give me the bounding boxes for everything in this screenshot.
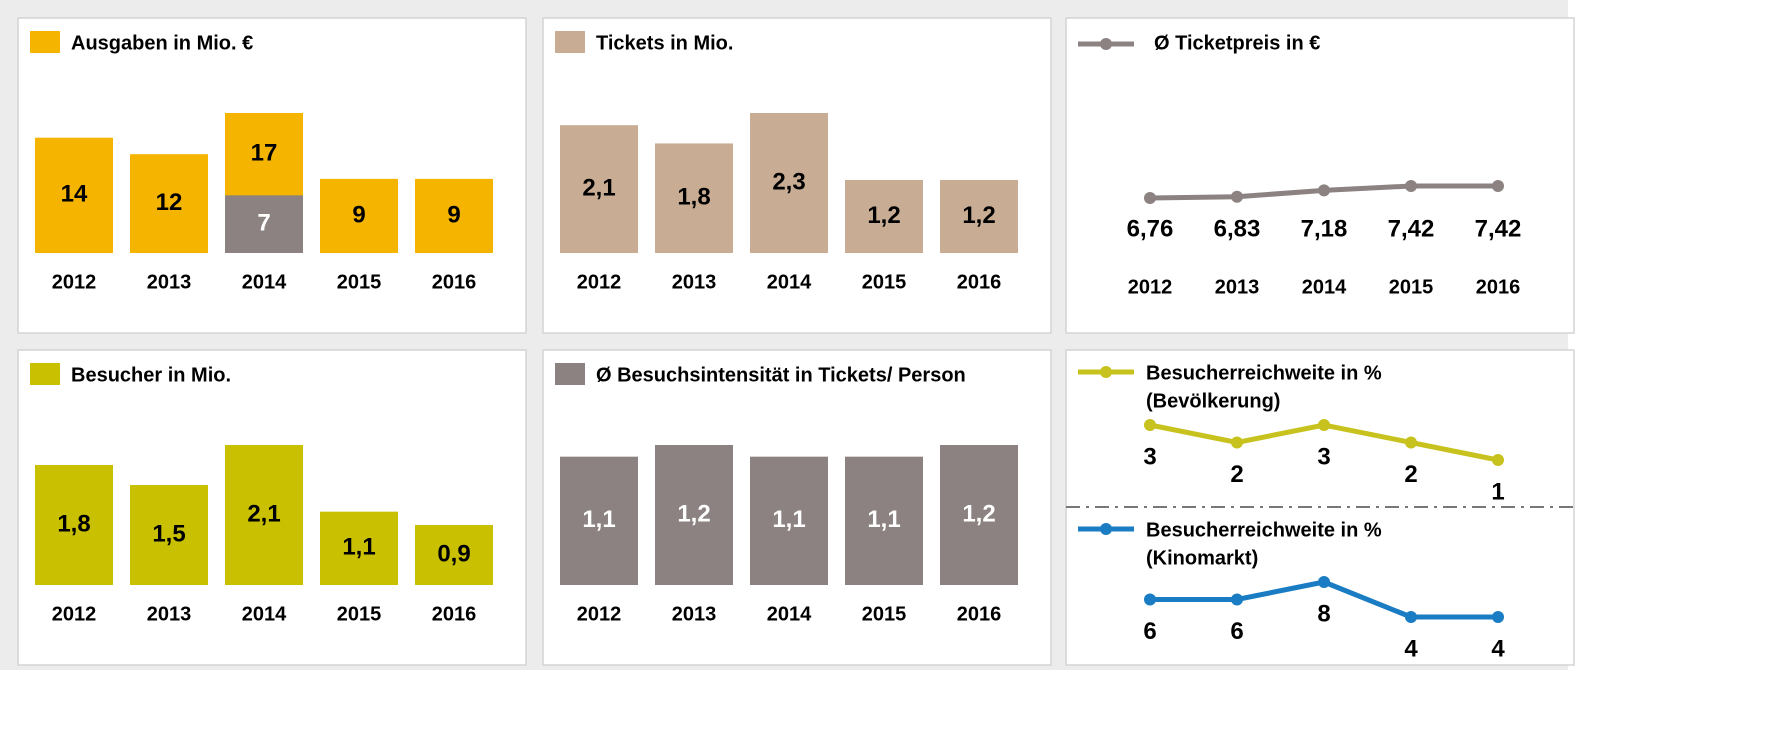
value-label: 1,8 bbox=[677, 184, 710, 211]
x-tick-label: 2016 bbox=[432, 603, 477, 625]
value-label: 1,2 bbox=[677, 500, 710, 527]
x-tick-label: 2014 bbox=[767, 271, 812, 293]
legend-swatch bbox=[555, 363, 585, 385]
point bbox=[1405, 611, 1417, 623]
value-label: 2 bbox=[1230, 461, 1243, 488]
x-tick-label: 2015 bbox=[862, 603, 907, 625]
x-tick-label: 2012 bbox=[577, 603, 622, 625]
point bbox=[1492, 611, 1504, 623]
point bbox=[1405, 437, 1417, 449]
x-tick-label: 2013 bbox=[147, 271, 192, 293]
value-label: 9 bbox=[447, 201, 460, 228]
legend-sublabel: (Kinomarkt) bbox=[1146, 547, 1258, 569]
x-tick-label: 2012 bbox=[52, 271, 97, 293]
value-label: 1,8 bbox=[57, 510, 90, 537]
legend-marker bbox=[1100, 523, 1112, 535]
dashboard: Ausgaben in Mio. €1420121220137172014920… bbox=[0, 0, 1775, 756]
x-tick-label: 2016 bbox=[957, 271, 1002, 293]
x-tick-label: 2016 bbox=[957, 603, 1002, 625]
page: Ausgaben in Mio. €1420121220137172014920… bbox=[0, 0, 1775, 756]
value-label: 6 bbox=[1143, 618, 1156, 645]
value-label: 1,1 bbox=[342, 534, 375, 561]
x-tick-label: 2015 bbox=[337, 271, 382, 293]
x-tick-label: 2014 bbox=[242, 271, 287, 293]
x-tick-label: 2012 bbox=[52, 603, 97, 625]
value-label: 1,1 bbox=[867, 506, 900, 533]
value-label: 6,76 bbox=[1127, 215, 1174, 242]
x-tick-label: 2016 bbox=[1476, 276, 1521, 298]
x-tick-label: 2012 bbox=[1128, 276, 1173, 298]
x-tick-label: 2013 bbox=[1215, 276, 1260, 298]
point bbox=[1231, 594, 1243, 606]
value-label: 12 bbox=[156, 189, 183, 216]
value-label: 1,1 bbox=[582, 506, 615, 533]
legend-marker bbox=[1100, 38, 1112, 50]
point bbox=[1144, 594, 1156, 606]
chart-title: Ø Besuchsintensität in Tickets/ Person bbox=[596, 364, 966, 386]
chart-title: Tickets in Mio. bbox=[596, 32, 733, 54]
value-label: 6,83 bbox=[1214, 215, 1261, 242]
legend-swatch bbox=[30, 363, 60, 385]
legend-marker bbox=[1100, 366, 1112, 378]
legend-label: Besucherreichweite in % bbox=[1146, 519, 1382, 541]
value-label: 9 bbox=[352, 201, 365, 228]
point bbox=[1144, 419, 1156, 431]
x-tick-label: 2016 bbox=[432, 271, 477, 293]
value-label: 14 bbox=[61, 181, 88, 208]
value-label: 0,9 bbox=[437, 540, 470, 567]
point bbox=[1318, 576, 1330, 588]
point bbox=[1231, 191, 1243, 203]
value-label: 8 bbox=[1317, 600, 1330, 627]
point bbox=[1405, 180, 1417, 192]
value-label: 4 bbox=[1404, 635, 1418, 662]
x-tick-label: 2015 bbox=[337, 603, 382, 625]
x-tick-label: 2014 bbox=[767, 603, 812, 625]
value-label: 2 bbox=[1404, 461, 1417, 488]
value-label: 7,18 bbox=[1301, 215, 1348, 242]
x-tick-label: 2014 bbox=[242, 603, 287, 625]
x-tick-label: 2014 bbox=[1302, 276, 1347, 298]
value-label: 3 bbox=[1143, 443, 1156, 470]
point bbox=[1318, 184, 1330, 196]
legend-label: Besucherreichweite in % bbox=[1146, 362, 1382, 384]
x-tick-label: 2013 bbox=[672, 271, 717, 293]
point bbox=[1144, 192, 1156, 204]
value-label: 4 bbox=[1491, 635, 1505, 662]
value-label: 2,1 bbox=[582, 174, 615, 201]
value-label: 6 bbox=[1230, 618, 1243, 645]
value-label: 1,5 bbox=[152, 520, 185, 547]
x-tick-label: 2012 bbox=[577, 271, 622, 293]
legend-swatch bbox=[555, 31, 585, 53]
chart-title: Ausgaben in Mio. € bbox=[71, 32, 253, 54]
value-label: 3 bbox=[1317, 443, 1330, 470]
value-label: 7,42 bbox=[1388, 215, 1435, 242]
point bbox=[1318, 419, 1330, 431]
inset-label: 7 bbox=[257, 210, 270, 237]
x-tick-label: 2015 bbox=[862, 271, 907, 293]
x-tick-label: 2015 bbox=[1389, 276, 1434, 298]
chart-title: Ø Ticketpreis in € bbox=[1154, 32, 1320, 54]
value-label: 2,1 bbox=[247, 500, 280, 527]
x-tick-label: 2013 bbox=[147, 603, 192, 625]
value-label: 1 bbox=[1491, 478, 1504, 505]
point bbox=[1492, 180, 1504, 192]
value-label: 7,42 bbox=[1475, 215, 1522, 242]
value-label: 1,2 bbox=[962, 202, 995, 229]
value-label: 2,3 bbox=[772, 168, 805, 195]
point bbox=[1231, 437, 1243, 449]
value-label: 1,1 bbox=[772, 506, 805, 533]
legend-swatch bbox=[30, 31, 60, 53]
value-label: 1,2 bbox=[962, 500, 995, 527]
value-label: 17 bbox=[251, 140, 278, 167]
x-tick-label: 2013 bbox=[672, 603, 717, 625]
chart-title: Besucher in Mio. bbox=[71, 364, 231, 386]
value-label: 1,2 bbox=[867, 202, 900, 229]
legend-sublabel: (Bevölkerung) bbox=[1146, 390, 1280, 412]
point bbox=[1492, 454, 1504, 466]
